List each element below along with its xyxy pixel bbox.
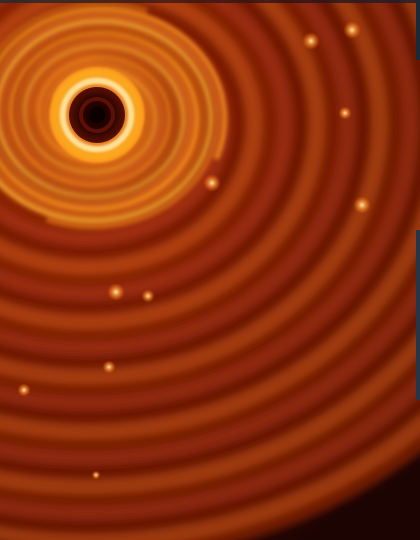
right-edge-artifact-top (416, 0, 420, 60)
point-source (353, 196, 371, 214)
right-edge-artifact-mid (416, 230, 420, 400)
point-source (141, 289, 155, 303)
point-sources (17, 21, 371, 480)
point-source (338, 106, 352, 120)
bright-inner-ring (49, 67, 145, 163)
point-source (302, 32, 320, 50)
point-source (107, 283, 125, 301)
top-edge-artifact (0, 0, 420, 3)
point-source (102, 360, 116, 374)
point-source (343, 21, 361, 39)
point-source (203, 174, 221, 192)
point-source (17, 383, 31, 397)
core-center (89, 107, 105, 123)
outer-arm (0, 0, 420, 522)
point-source (91, 470, 101, 480)
core-inner-ring (79, 97, 115, 133)
